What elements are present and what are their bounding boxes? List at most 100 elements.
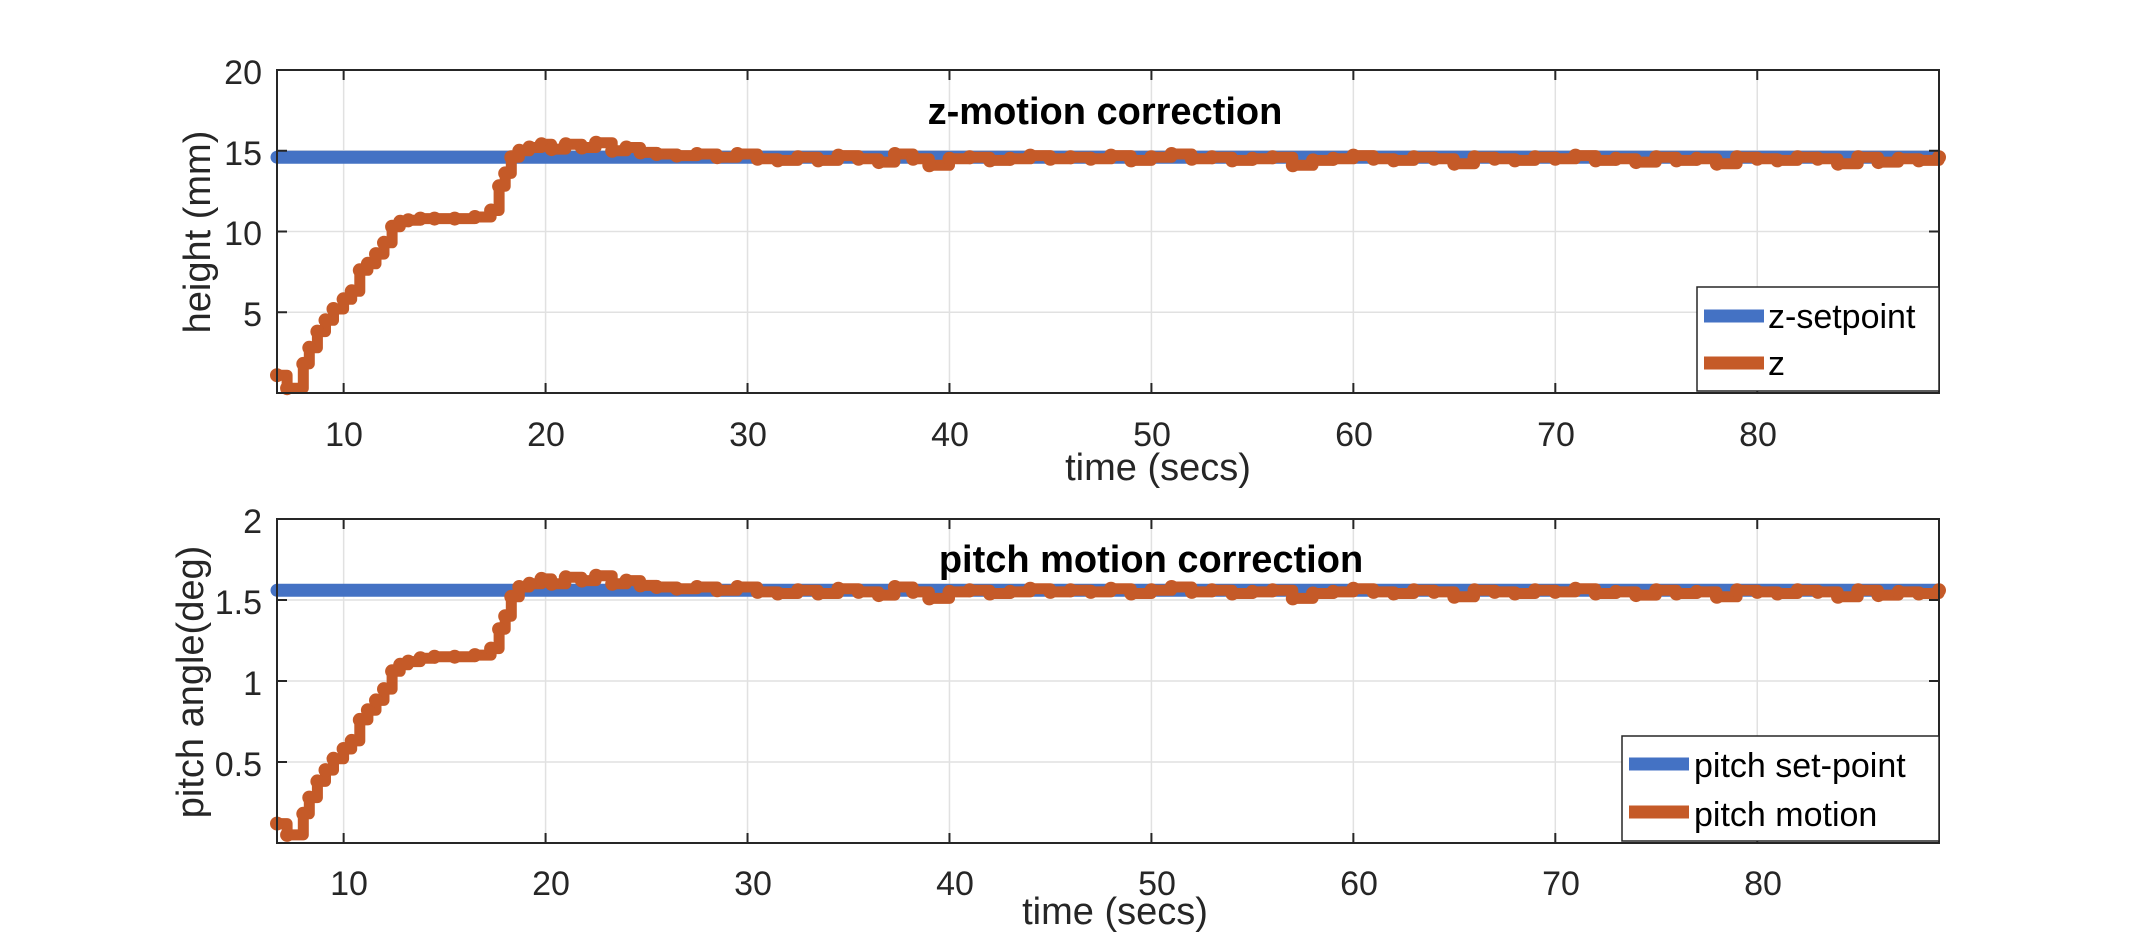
data-point: [1568, 581, 1583, 596]
data-point: [302, 340, 317, 355]
z-xtick-label: 80: [1739, 416, 1777, 454]
data-point: [1851, 583, 1866, 598]
data-point: [619, 140, 634, 155]
data-point: [1366, 584, 1381, 599]
pitch-xtick-label: 40: [936, 865, 974, 903]
data-point: [1245, 151, 1260, 166]
data-point: [296, 356, 311, 371]
pitch-xtick-label: 60: [1340, 865, 1378, 903]
data-point: [1588, 586, 1603, 601]
data-point: [360, 256, 375, 271]
data-point: [1548, 584, 1563, 599]
z-legend-label: z: [1768, 345, 1785, 383]
z-series-layer: [270, 135, 1946, 396]
data-point: [770, 153, 785, 168]
data-point: [1083, 151, 1098, 166]
data-point: [589, 568, 604, 583]
data-point: [649, 580, 664, 594]
data-point: [1124, 153, 1139, 168]
data-point: [352, 712, 367, 727]
data-point: [1467, 150, 1482, 165]
z-xlabel: time (secs): [1065, 447, 1251, 489]
data-point: [1467, 583, 1482, 598]
data-point: [1346, 581, 1361, 596]
data-point: [574, 573, 589, 588]
data-point: [831, 581, 846, 596]
data-point: [1265, 583, 1280, 598]
pitch-legend-box: [1621, 735, 1940, 842]
data-point: [1104, 581, 1118, 596]
data-point: [1709, 156, 1724, 171]
data-point: [1306, 586, 1320, 601]
data-point: [906, 151, 921, 166]
pitch-legend-label: pitch set-point: [1694, 747, 1906, 785]
data-point: [522, 140, 537, 155]
data-point: [467, 210, 482, 224]
data-point: [750, 584, 765, 599]
data-point: [1104, 148, 1118, 163]
z-ytick-label: 5: [243, 296, 262, 334]
data-point: [310, 774, 325, 789]
data-point: [1608, 151, 1623, 166]
data-point: [1891, 584, 1906, 599]
pitch-xtick-label: 80: [1744, 865, 1782, 903]
data-point: [1245, 584, 1260, 599]
data-point: [1487, 584, 1502, 599]
pitch-xtick-label: 20: [532, 865, 570, 903]
data-point: [1790, 150, 1805, 165]
data-point: [344, 284, 359, 299]
data-point: [942, 151, 957, 166]
data-point: [1750, 151, 1765, 166]
data-point: [1164, 580, 1179, 594]
data-point: [1427, 584, 1442, 599]
data-point: [1911, 153, 1926, 168]
data-point: [710, 583, 725, 598]
z-ylabel: height (mm): [177, 131, 219, 334]
data-point: [498, 609, 513, 624]
data-point: [1487, 151, 1502, 166]
data-point: [326, 751, 341, 766]
data-point: [1891, 151, 1906, 166]
data-point: [1911, 586, 1926, 601]
data-point: [1507, 586, 1522, 601]
data-point: [492, 179, 507, 194]
z-plot-area: [270, 69, 1946, 396]
data-point: [558, 570, 573, 585]
data-point: [310, 324, 325, 339]
z-xtick-label: 20: [527, 416, 565, 454]
data-point: [811, 586, 826, 601]
data-point: [401, 654, 416, 669]
data-point: [871, 155, 886, 170]
data-point: [1326, 151, 1341, 166]
data-point: [498, 166, 513, 181]
data-point: [504, 589, 519, 604]
data-point: [1709, 589, 1724, 604]
data-point: [1023, 148, 1038, 163]
data-point: [690, 580, 704, 594]
data-point: [1649, 150, 1664, 165]
pitch-ytick-label: 2: [243, 503, 262, 541]
z-ytick-label: 15: [224, 135, 262, 173]
data-point: [1669, 586, 1684, 601]
data-point: [1669, 153, 1684, 168]
data-point: [1608, 584, 1623, 599]
data-point: [558, 137, 573, 152]
data-point: [589, 135, 604, 150]
data-point: [326, 302, 341, 316]
data-point: [1528, 583, 1543, 598]
data-point: [447, 211, 462, 226]
pitch-xtick-labels: 10 20 30 40 50 60 70 80: [330, 865, 1782, 903]
data-point: [1144, 583, 1159, 598]
data-point: [1083, 584, 1098, 599]
data-point: [922, 158, 937, 173]
data-point: [1790, 583, 1805, 598]
data-point: [730, 580, 745, 594]
data-point: [492, 622, 507, 637]
z-ytick-label: 20: [224, 54, 262, 92]
z-xtick-labels: 10 20 30 40 50 60 70 80: [325, 416, 1777, 454]
data-point: [1406, 150, 1421, 165]
data-point: [1023, 581, 1038, 596]
data-point: [922, 591, 937, 606]
data-point: [669, 148, 684, 163]
data-point: [770, 586, 785, 601]
